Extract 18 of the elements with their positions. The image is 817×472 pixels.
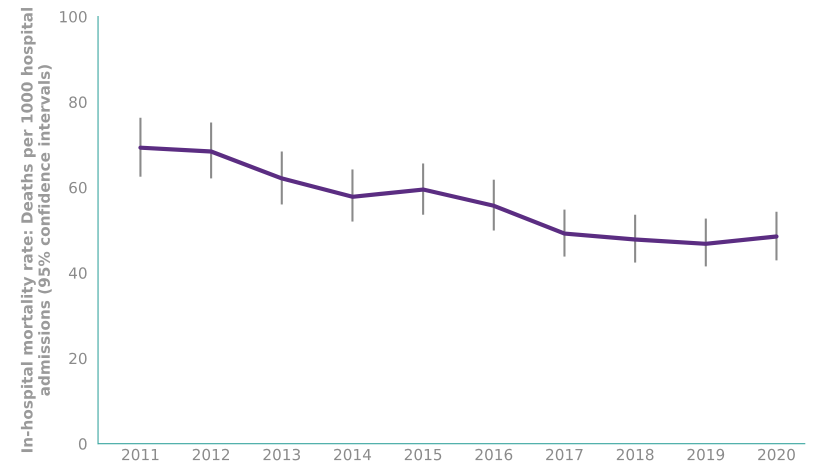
- y-tick-label: 40: [68, 267, 87, 279]
- x-tick-label: 2014: [334, 448, 372, 460]
- x-tick-label: 2018: [616, 448, 654, 460]
- y-axis-title: In-hospital mortality rate: Deaths per 1000 hospital admissions (95% confidence intervals): [20, 8, 52, 452]
- y-tick-label: 80: [69, 96, 87, 108]
- y-tick-label: 60: [69, 182, 87, 194]
- x-tick-label: 2012: [192, 448, 230, 460]
- y-tick-label: 100: [60, 10, 87, 23]
- x-tick-label: 2017: [546, 448, 583, 460]
- line-series: [138, 146, 779, 246]
- x-tick-label: 2011: [122, 448, 158, 460]
- x-tick-label: 2015: [404, 448, 442, 460]
- y-tick-label: 0: [78, 438, 87, 450]
- x-tick-label: 2019: [687, 448, 724, 460]
- y-tick-label: 20: [69, 352, 87, 364]
- x-tick-label: 2016: [475, 448, 512, 460]
- x-tick-label: 2013: [263, 448, 300, 460]
- x-tick-label: 2020: [758, 448, 795, 460]
